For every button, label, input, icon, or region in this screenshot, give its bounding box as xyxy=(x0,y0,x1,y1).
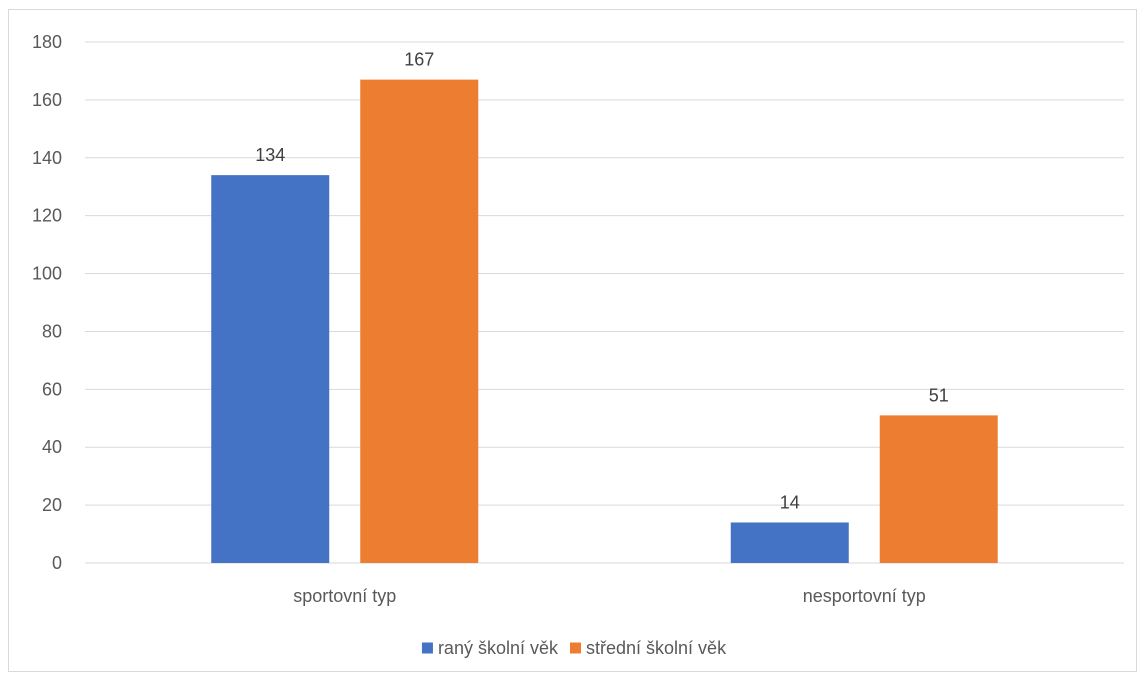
y-tick-label-0: 0 xyxy=(52,553,62,573)
y-tick-label-40: 40 xyxy=(42,437,62,457)
y-tick-label-60: 60 xyxy=(42,379,62,399)
y-tick-label-80: 80 xyxy=(42,321,62,341)
data-label-0-0: 134 xyxy=(255,145,285,165)
bar-0-1 xyxy=(360,79,479,563)
data-labels: 134 167 14 51 xyxy=(255,50,949,513)
y-axis-ticks: 0 20 40 60 80 100 120 140 160 180 xyxy=(32,32,62,573)
x-tick-label-1: nesportovní typ xyxy=(803,586,926,606)
bars xyxy=(211,79,998,563)
legend: raný školní věk střední školní věk xyxy=(421,638,727,658)
legend-swatch-1 xyxy=(570,642,581,654)
data-label-1-0: 14 xyxy=(780,492,800,512)
legend-swatch-0 xyxy=(421,642,433,654)
x-tick-label-0: sportovní typ xyxy=(293,586,396,606)
data-label-1-1: 51 xyxy=(929,385,949,405)
y-tick-label-120: 120 xyxy=(32,206,62,226)
x-axis-ticks: sportovní typ nesportovní typ xyxy=(293,586,926,606)
y-tick-label-20: 20 xyxy=(42,495,62,515)
bar-1-1 xyxy=(879,415,998,563)
bar-1-0 xyxy=(730,522,849,563)
data-label-0-1: 167 xyxy=(404,50,434,70)
legend-label-1: střední školní věk xyxy=(586,638,727,658)
y-tick-label-140: 140 xyxy=(32,148,62,168)
legend-label-0: raný školní věk xyxy=(438,638,559,658)
y-tick-label-180: 180 xyxy=(32,32,62,52)
bar-0-0 xyxy=(211,175,330,563)
y-tick-label-160: 160 xyxy=(32,90,62,110)
y-tick-label-100: 100 xyxy=(32,264,62,284)
